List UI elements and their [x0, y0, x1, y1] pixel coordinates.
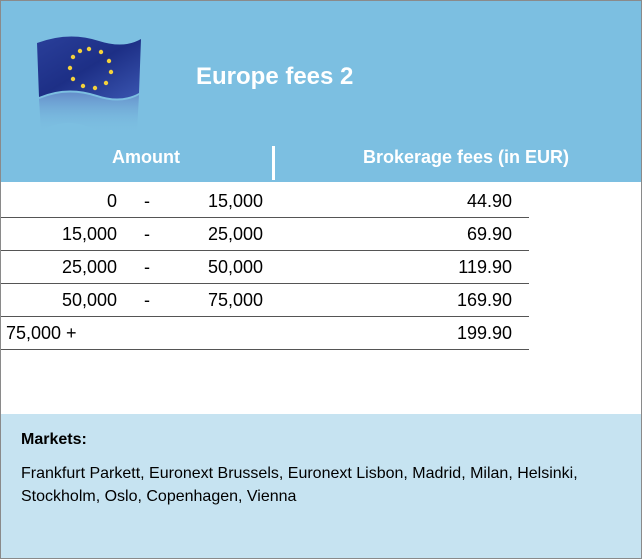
cell-from: 50,000 — [61, 290, 117, 310]
cell-from: 0 — [106, 191, 117, 211]
cell-dash: - — [144, 224, 150, 244]
table-row: 75,000 + 199.90 — [1, 316, 529, 350]
cell-fee: 44.90 — [466, 191, 512, 211]
table-row: 25,000 - 50,000 119.90 — [1, 250, 529, 284]
cell-to: 15,000 — [207, 191, 263, 211]
markets-label: Markets: — [21, 431, 87, 448]
title: Europe fees 2 — [196, 63, 354, 90]
markets-panel: Markets: Frankfurt Parkett, Euronext Bru… — [1, 414, 641, 558]
header: Europe fees 2 Amount Brokerage fees (in … — [1, 1, 641, 182]
cell-to: 50,000 — [207, 257, 263, 277]
cell-to: 75,000 — [207, 290, 263, 310]
cell-dash: - — [144, 257, 150, 277]
cell-fee: 169.90 — [456, 290, 512, 310]
cell-from: 25,000 — [61, 257, 117, 277]
markets-list: Frankfurt Parkett, Euronext Brussels, Eu… — [21, 465, 578, 505]
table-row: 15,000 - 25,000 69.90 — [1, 217, 529, 251]
table-row: 50,000 - 75,000 169.90 — [1, 283, 529, 317]
column-header: Brokerage fees (in EUR) — [362, 147, 570, 167]
cell-dash: - — [144, 290, 150, 310]
cell-from: 15,000 — [61, 224, 117, 244]
cell-from: 75,000 + — [6, 323, 77, 343]
cell-fee: 119.90 — [458, 257, 512, 277]
cell-fee: 199.90 — [456, 323, 512, 343]
cell-dash: - — [144, 191, 150, 211]
cell-to: 25,000 — [207, 224, 263, 244]
table-row: 0 - 15,000 44.90 — [1, 184, 529, 218]
column-header: Amount — [112, 147, 180, 167]
column-separator — [272, 146, 275, 180]
cell-fee: 69.90 — [466, 224, 512, 244]
eu-flag — [37, 36, 141, 134]
